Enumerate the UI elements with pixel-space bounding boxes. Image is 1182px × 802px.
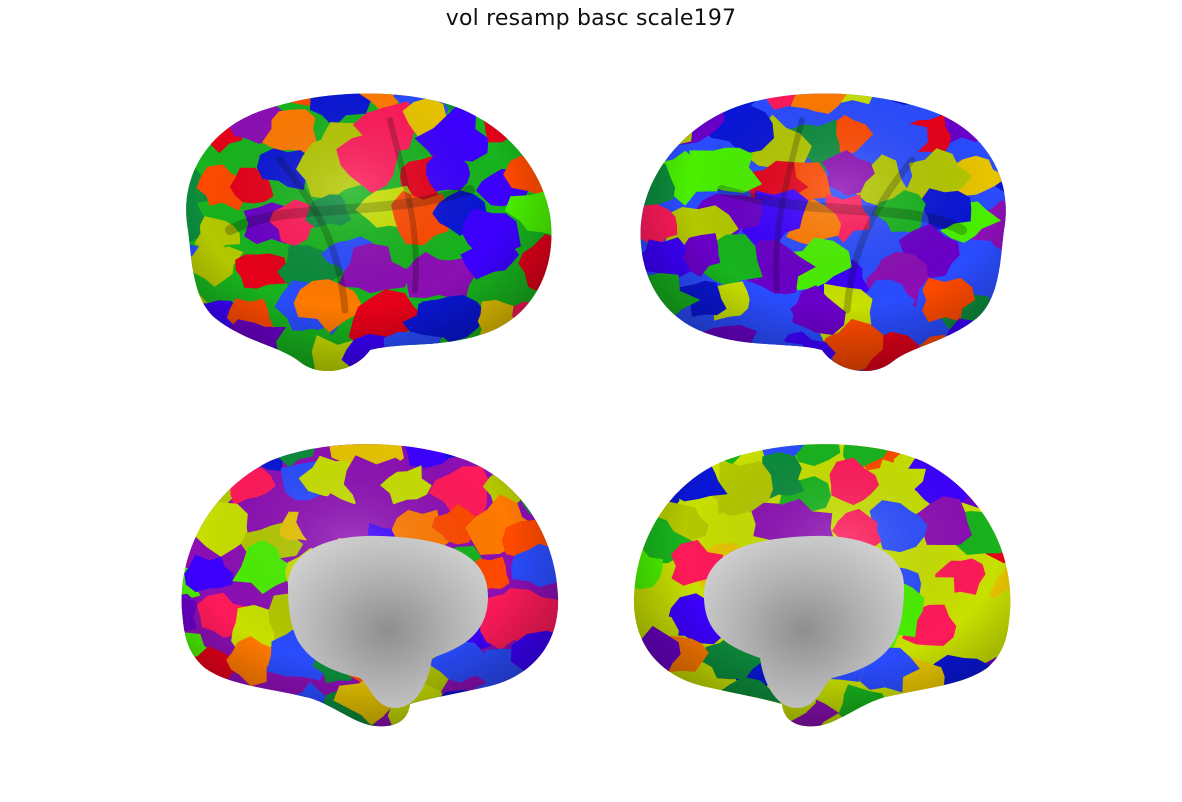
parcel-region [913, 690, 973, 727]
parcel-region [647, 695, 715, 727]
parcel-region [522, 103, 552, 152]
parcel-region [989, 93, 1006, 118]
left-medial-brain-view [170, 436, 560, 736]
parcel-region [181, 444, 245, 463]
right-lateral-brain-view [632, 80, 1022, 380]
parcel-region [181, 444, 214, 467]
parcel-region [181, 697, 224, 727]
parcel-region [510, 337, 552, 372]
parcel-region [974, 103, 1006, 148]
parcel-region [193, 334, 252, 372]
figure-title: vol resamp basc scale197 [445, 6, 737, 31]
right-medial-brain-view [632, 436, 1022, 736]
left-lateral-surface [186, 93, 552, 372]
left-lateral-brain-view [170, 80, 560, 380]
parcel-region [922, 93, 965, 108]
parcel-region [666, 334, 718, 372]
parcel-region [633, 444, 686, 467]
parcel-region [186, 100, 207, 139]
parcel-region [640, 338, 670, 372]
parcel-region [930, 93, 998, 116]
parcel-region [181, 456, 218, 510]
parcel-region [186, 330, 216, 372]
parcel-region [972, 678, 1011, 727]
right-lateral-surface [640, 93, 1006, 372]
parcel-region [186, 93, 241, 123]
parcel-region [989, 299, 1006, 337]
parcel-region [640, 93, 673, 99]
left-medial-surface [181, 444, 559, 727]
parcel-region [867, 693, 931, 727]
parcel-region [459, 444, 539, 461]
parcel-region [980, 473, 1011, 517]
parcel-region [224, 93, 282, 103]
parcel-region [433, 689, 498, 727]
medial-wall [288, 535, 488, 708]
parcel-region [981, 329, 1006, 372]
parcel-region [662, 93, 719, 108]
surface-shading [640, 93, 1006, 372]
parcel-region [980, 444, 1011, 479]
parcel-region [232, 697, 289, 727]
parcel-region [948, 444, 1010, 458]
medial-wall [704, 535, 904, 708]
parcel-region [181, 675, 249, 727]
parcel-region [942, 684, 1000, 721]
parcel-region [415, 345, 474, 372]
surface-shading [186, 93, 552, 372]
parcel-region [186, 93, 206, 106]
right-medial-surface [633, 444, 1011, 727]
parcel-region [996, 257, 1006, 294]
parcel-region [500, 93, 552, 104]
parcel-region [517, 444, 559, 462]
parcel-region [477, 93, 545, 118]
parcel-region [504, 692, 559, 727]
parcel-region [635, 687, 689, 727]
